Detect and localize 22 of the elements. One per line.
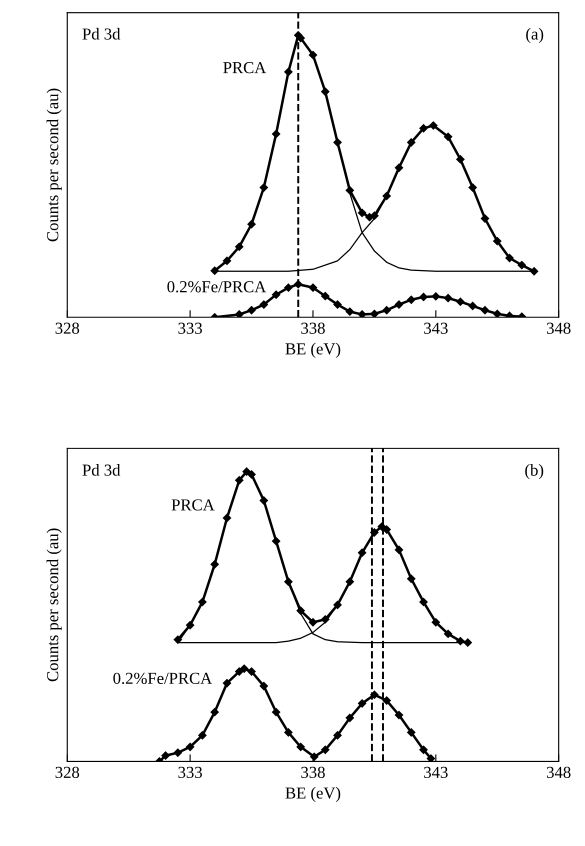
series-label: PRCA [223, 62, 266, 74]
x-tick-label: 343 [424, 322, 448, 334]
x-tick-label: 333 [178, 322, 202, 334]
x-tick-label: 328 [56, 322, 80, 334]
x-axis-title: BE (eV) [285, 786, 340, 802]
y-axis-title: Counts per second (au) [46, 88, 62, 242]
x-tick-label: 328 [56, 766, 80, 778]
x-axis-title: BE (eV) [285, 342, 340, 358]
series-label: 0.2%Fe/PRCA [113, 672, 212, 684]
series-label: 0.2%Fe/PRCA [167, 281, 266, 292]
annotation: (b) [525, 464, 544, 480]
x-tick-label: 348 [546, 322, 571, 334]
series-label: PRCA [172, 499, 215, 511]
y-axis-title: Counts per second (au) [46, 528, 62, 682]
x-tick-label: 338 [301, 322, 325, 334]
x-tick-label: 348 [546, 766, 571, 778]
annotation: Pd 3d [82, 464, 120, 476]
annotation: (a) [526, 28, 544, 44]
x-tick-label: 333 [178, 766, 202, 778]
x-tick-label: 343 [424, 766, 448, 778]
annotation: Pd 3d [82, 28, 120, 40]
x-tick-label: 338 [301, 766, 325, 778]
